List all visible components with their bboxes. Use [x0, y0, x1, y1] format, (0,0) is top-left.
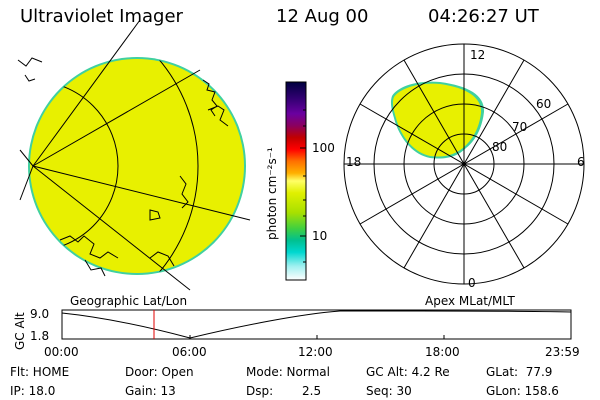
polar-panel-label: Apex MLat/MLT [425, 294, 515, 308]
x-tick-0000: 00:00 [44, 345, 79, 359]
door-value: Door: Open [125, 365, 194, 379]
seq-value: Seq: 30 [366, 384, 412, 398]
altitude-y-bottom: 1.8 [30, 329, 50, 343]
altitude-y-top: 9.0 [30, 307, 50, 321]
ip-value: IP: 18.0 [10, 384, 56, 398]
colorbar-tick-100: 100 [312, 141, 335, 155]
colorbar [285, 81, 307, 281]
x-tick-1800: 18:00 [425, 345, 460, 359]
lat-label-60: 60 [536, 97, 552, 111]
geo-panel-label: Geographic Lat/Lon [70, 294, 188, 308]
colorbar-unit-label: photon cm⁻²s⁻¹ [265, 147, 279, 240]
colorbar-ticks [300, 109, 306, 263]
geo-grid-lines [19, 19, 251, 291]
altitude-x-ticks [189, 335, 445, 339]
mlt-label-12: 12 [470, 48, 486, 62]
colorbar-tick-10: 10 [312, 229, 328, 243]
mlt-label-18: 18 [346, 155, 362, 169]
date-label: 12 Aug 00 [276, 6, 369, 27]
flt-value: Flt: HOME [10, 365, 70, 379]
mlt-label-6: 6 [577, 155, 585, 169]
lat-label-80: 80 [492, 140, 508, 154]
x-tick-1200: 12:00 [298, 345, 333, 359]
geo-earth-image [28, 57, 246, 275]
gain-value: Gain: 13 [125, 384, 176, 398]
polar-auroral-oval [390, 81, 485, 159]
x-tick-2359: 23:59 [545, 345, 580, 359]
gc-alt-value: GC Alt: 4.2 Re [366, 365, 450, 379]
lat-label-70: 70 [512, 120, 528, 134]
dsp-value: 2.5 [302, 384, 322, 398]
glat-value: GLat: 77.9 [486, 365, 553, 379]
mode-value: Mode: Normal [246, 365, 330, 379]
altitude-plot-frame [61, 309, 572, 340]
polar-grid [343, 43, 585, 285]
time-label: 04:26:27 UT [428, 6, 539, 27]
x-tick-0600: 06:00 [172, 345, 207, 359]
altitude-curve [61, 310, 572, 339]
instrument-title: Ultraviolet Imager [20, 6, 183, 27]
mlt-label-0: 0 [468, 276, 476, 290]
geo-coastlines [17, 57, 229, 277]
dsp-label: Dsp: [246, 384, 274, 398]
glon-value: GLon: 158.6 [486, 384, 559, 398]
altitude-ylabel: GC Alt [13, 312, 27, 350]
